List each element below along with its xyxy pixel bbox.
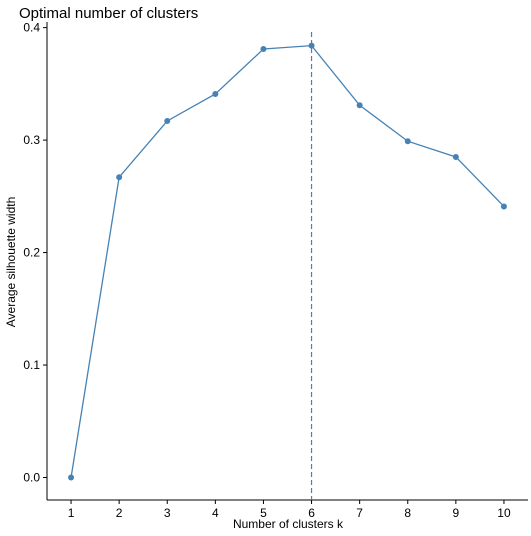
x-tick-label: 8 [404,506,411,520]
x-tick-label: 6 [308,506,315,520]
y-tick-label: 0.4 [23,21,40,35]
data-point [68,474,75,481]
x-axis-label: Number of clusters k [233,517,344,531]
series-points-group [68,42,507,481]
data-point [260,45,267,52]
x-tick-label: 1 [68,506,75,520]
y-axis-label: Average silhouette width [4,197,18,328]
data-point [164,117,171,124]
x-tick-label: 9 [453,506,460,520]
x-tick-label: 5 [260,506,267,520]
y-ticks-group: 0.0 0.1 0.2 0.3 0.4 [23,21,47,485]
data-point [212,90,219,97]
axes-group [46,22,528,501]
data-point [500,203,507,210]
data-point [308,42,315,49]
y-tick-label: 0.3 [23,133,40,147]
chart-title: Optimal number of clusters [19,5,198,22]
data-point [116,174,123,181]
x-ticks-group: 1 2 3 4 5 6 7 8 9 10 [68,500,511,520]
y-tick-label: 0.1 [23,358,40,372]
series-line [70,44,505,478]
data-point [356,102,363,109]
data-point [404,138,411,145]
x-tick-label: 7 [356,506,363,520]
x-tick-label: 3 [164,506,171,520]
y-tick-label: 0.2 [23,246,40,260]
data-point [452,153,459,160]
y-tick-label: 0.0 [23,471,40,485]
x-tick-label: 4 [212,506,219,520]
x-tick-label: 2 [116,506,123,520]
x-tick-label: 10 [497,506,511,520]
